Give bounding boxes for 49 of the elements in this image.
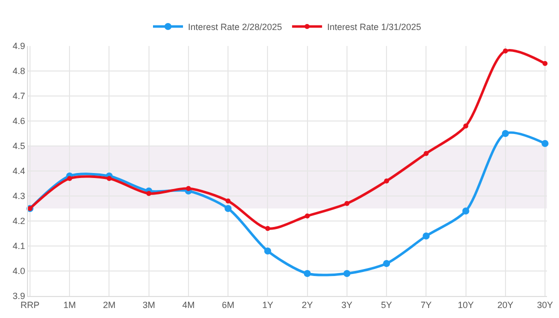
point xyxy=(186,186,191,191)
y-tick-label: 4.8 xyxy=(12,66,26,76)
x-tick-label: 7Y xyxy=(420,300,432,310)
x-tick-label: 1M xyxy=(63,300,76,310)
point xyxy=(424,151,429,156)
y-tick-label: 4.5 xyxy=(12,141,26,152)
x-tick-label: 3Y xyxy=(341,300,352,310)
y-tick-label: 4.1 xyxy=(12,241,26,252)
point xyxy=(383,260,390,267)
x-tick-label: 5Y xyxy=(381,300,392,310)
point xyxy=(106,176,112,181)
y-tick-label: 3.9 xyxy=(12,291,26,302)
y-tick-label: 4.6 xyxy=(12,116,26,126)
y-tick-label: 4.4 xyxy=(12,166,26,176)
point xyxy=(224,205,232,212)
point xyxy=(462,208,470,214)
point xyxy=(304,270,311,277)
y-tick-label: 4.9 xyxy=(12,41,26,52)
point xyxy=(343,270,350,277)
x-tick-label: 20Y xyxy=(497,300,514,310)
point xyxy=(384,178,390,184)
point xyxy=(146,191,152,196)
point xyxy=(502,48,508,54)
point xyxy=(463,124,468,128)
x-tick-label: 2Y xyxy=(302,300,313,310)
y-tick-label: 4.0 xyxy=(12,266,26,276)
point xyxy=(67,176,72,181)
x-tick-label: 10Y xyxy=(458,300,474,310)
x-tick-label: RRP xyxy=(20,300,40,310)
y-tick-label: 4.3 xyxy=(12,191,26,202)
point xyxy=(304,214,310,218)
x-tick-label: 1Y xyxy=(262,300,274,310)
point xyxy=(502,130,509,137)
x-tick-label: 4M xyxy=(182,300,195,310)
x-tick-label: 2M xyxy=(102,300,116,310)
legend-label: Interest Rate 2/28/2025 xyxy=(188,22,282,32)
point xyxy=(344,201,350,206)
legend-label: Interest Rate 1/31/2025 xyxy=(327,22,422,32)
point xyxy=(542,61,548,66)
x-tick-label: 3M xyxy=(142,300,156,310)
x-tick-label: 30Y xyxy=(537,300,554,310)
y-tick-label: 4.7 xyxy=(12,91,26,102)
x-tick-label: 6M xyxy=(222,300,234,310)
point xyxy=(265,226,270,231)
point xyxy=(542,140,549,147)
point xyxy=(264,248,272,254)
point xyxy=(422,232,430,240)
y-tick-label: 4.2 xyxy=(12,216,26,226)
point xyxy=(226,198,231,204)
